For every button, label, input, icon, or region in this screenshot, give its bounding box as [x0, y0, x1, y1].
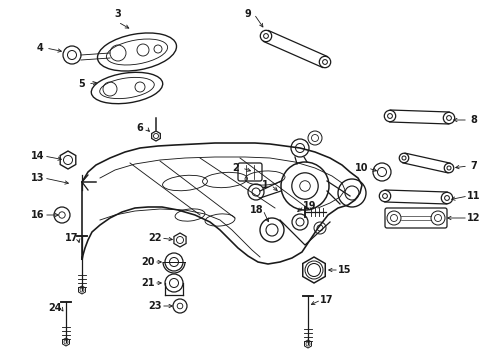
Text: 19: 19 [303, 201, 316, 211]
Text: 8: 8 [469, 115, 476, 125]
Text: 9: 9 [244, 9, 251, 19]
Text: 17: 17 [65, 233, 79, 243]
Text: 16: 16 [31, 210, 45, 220]
Text: 12: 12 [467, 213, 480, 223]
Text: 11: 11 [467, 191, 480, 201]
Text: 13: 13 [31, 173, 45, 183]
Text: 7: 7 [469, 161, 476, 171]
Text: 10: 10 [354, 163, 368, 173]
Text: 4: 4 [37, 43, 43, 53]
Text: 5: 5 [79, 79, 85, 89]
Text: 18: 18 [250, 205, 263, 215]
Text: 2: 2 [232, 163, 239, 173]
Text: 14: 14 [31, 151, 45, 161]
Text: 3: 3 [114, 9, 121, 19]
Text: 23: 23 [148, 301, 162, 311]
Text: 22: 22 [148, 233, 162, 243]
Text: 24: 24 [48, 303, 61, 313]
Text: 17: 17 [320, 295, 333, 305]
Text: 21: 21 [141, 278, 154, 288]
Text: 1: 1 [261, 180, 268, 190]
Text: 15: 15 [338, 265, 351, 275]
Text: 20: 20 [141, 257, 154, 267]
Text: 6: 6 [136, 123, 143, 133]
